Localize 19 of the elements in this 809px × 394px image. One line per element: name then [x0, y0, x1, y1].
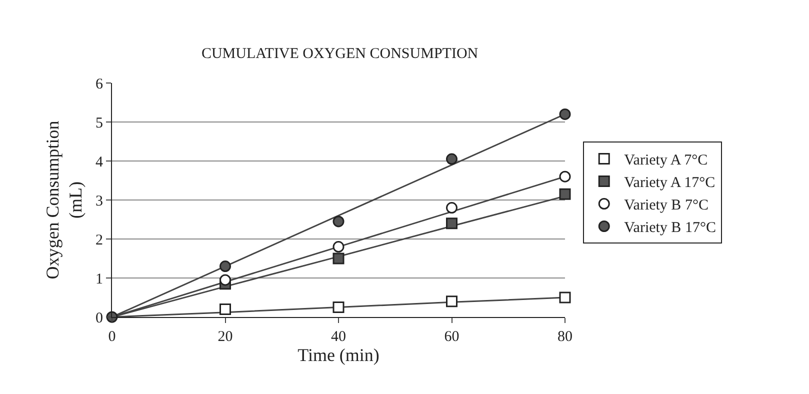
y-tick-label: 0 [96, 310, 103, 326]
y-tick-label: 1 [96, 271, 103, 288]
x-tick-label: 0 [108, 329, 116, 345]
x-tick-label: 20 [218, 329, 233, 345]
legend-label: Variety B 7°C [624, 198, 708, 214]
legend-label: Variety A 7°C [624, 152, 708, 169]
x-axis-title: Time (min) [298, 345, 380, 365]
x-tick-label: 80 [558, 329, 572, 345]
y-tick-label: 2 [96, 232, 103, 248]
legend-label: Variety B 17°C [624, 220, 716, 236]
y-tick-label: 5 [96, 115, 103, 132]
x-tick-label: 60 [444, 329, 460, 345]
x-tick-label: 40 [331, 329, 346, 345]
chart-title: CUMULATIVE OXYGEN CONSUMPTION [201, 46, 478, 62]
legend-label: Variety A 17°C [624, 175, 716, 192]
y-tick-label: 6 [96, 76, 104, 92]
y-tick-label: 3 [96, 193, 103, 210]
y-tick-label: 4 [96, 154, 104, 170]
y-axis-title: Oxygen Consumption (mL) [42, 120, 86, 280]
